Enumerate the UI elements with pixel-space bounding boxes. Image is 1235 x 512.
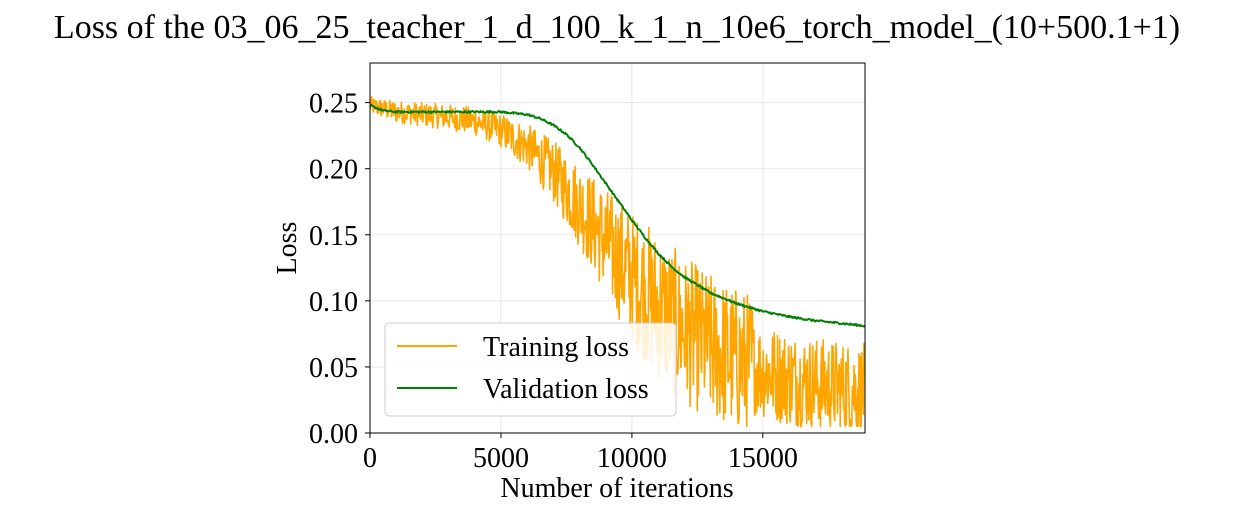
- y-axis-label: Loss: [272, 222, 303, 275]
- legend-box: [384, 322, 677, 417]
- chart-title: Loss of the 03_06_25_teacher_1_d_100_k_1…: [54, 9, 1180, 46]
- training-loss-line: [370, 96, 865, 428]
- series-layer: [370, 96, 865, 428]
- y-tick-label: 0.00: [309, 419, 358, 450]
- validation-loss-line: [370, 103, 865, 328]
- y-tick-label: 0.05: [309, 353, 358, 384]
- legend-training-label: Training loss: [483, 332, 629, 363]
- y-tick-label: 0.20: [309, 155, 358, 186]
- legend-validation-label: Validation loss: [483, 374, 649, 405]
- y-tick-label: 0.25: [309, 89, 358, 120]
- x-tick-label: 0: [363, 443, 377, 474]
- x-axis: 0 5000 10000 15000: [363, 433, 798, 474]
- x-tick-label: 5000: [473, 443, 529, 474]
- y-axis: 0.00 0.05 0.10 0.15 0.20 0.25: [309, 89, 370, 450]
- legend: Training loss Validation loss: [384, 322, 677, 417]
- x-axis-label: Number of iterations: [500, 473, 733, 504]
- y-tick-label: 0.15: [309, 221, 358, 252]
- x-tick-label: 10000: [597, 443, 667, 474]
- y-tick-label: 0.10: [309, 287, 358, 318]
- plot-frame: [369, 62, 866, 434]
- x-tick-label: 15000: [728, 443, 798, 474]
